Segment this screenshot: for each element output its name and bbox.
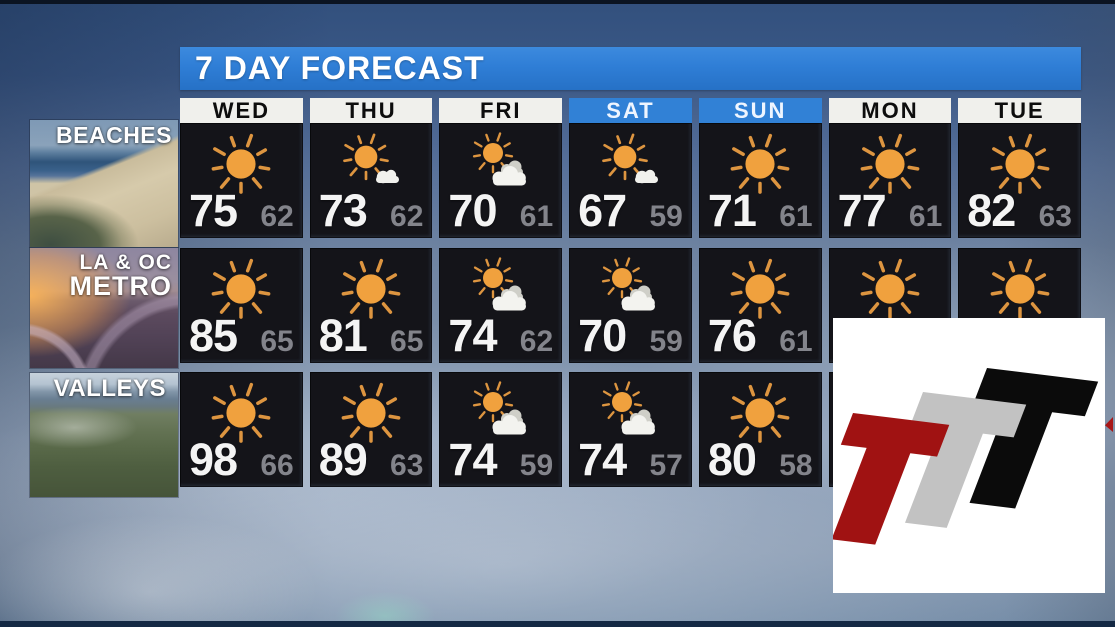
cell-valleys-fri: 74 59 <box>439 372 563 487</box>
sunny-icon <box>699 252 822 326</box>
high-temp: 82 <box>967 185 1016 236</box>
logo-t-red <box>833 413 950 545</box>
day-header-mon: MON <box>828 98 952 124</box>
cell-beaches-mon: 77 61 <box>828 123 952 238</box>
high-temp: 75 <box>189 185 238 236</box>
low-temp: 63 <box>1038 200 1072 233</box>
low-temp: 59 <box>649 325 683 358</box>
low-temp: 66 <box>260 449 294 482</box>
cell-metro-fri: 74 62 <box>439 248 563 363</box>
day-header-sun: SUN <box>698 98 822 124</box>
high-temp: 77 <box>837 185 887 236</box>
region-photo-metro: LA & OC METRO <box>30 248 178 368</box>
low-temp: 59 <box>649 200 683 233</box>
cell-beaches-sun: 71 61 <box>698 123 822 238</box>
cell-valleys-wed: 98 66 <box>180 372 303 487</box>
sunny-icon <box>958 127 1081 201</box>
partly-cloudy-icon <box>439 252 562 326</box>
high-temp: 67 <box>578 185 627 236</box>
region-label-beaches: BEACHES <box>56 122 172 148</box>
cell-metro-wed: 85 65 <box>180 248 303 363</box>
low-temp: 61 <box>519 200 554 233</box>
sunny-icon <box>958 252 1081 326</box>
low-temp: 61 <box>779 200 813 233</box>
region-label-valleys: VALLEYS <box>53 375 166 402</box>
low-temp: 65 <box>260 325 294 358</box>
cell-beaches-fri: 70 61 <box>439 123 563 238</box>
high-temp: 71 <box>707 185 757 236</box>
high-temp: 70 <box>578 310 627 361</box>
day-header-tue: TUE <box>958 98 1081 124</box>
bottom-border-strip <box>0 621 1115 627</box>
cell-metro-sun: 76 61 <box>698 248 822 363</box>
partly-cloudy-icon <box>569 376 692 450</box>
sunny-icon <box>699 127 822 201</box>
day-header-wed: WED <box>180 98 303 124</box>
cell-metro-sat: 70 59 <box>569 248 692 363</box>
region-photo-beaches: BEACHES <box>30 120 178 247</box>
day-header-sat: SAT <box>569 98 692 124</box>
low-temp: 61 <box>779 325 813 358</box>
region-photo-valleys: VALLEYS <box>30 373 178 497</box>
low-temp: 61 <box>908 200 943 233</box>
high-temp: 74 <box>448 310 497 361</box>
page-title: 7 DAY FORECAST <box>195 50 485 86</box>
sunny-icon <box>829 127 952 201</box>
low-temp: 58 <box>779 449 813 482</box>
region-label-metro: LA & OC METRO <box>34 252 172 301</box>
station-logo-box <box>833 318 1105 593</box>
high-temp: 80 <box>707 434 757 485</box>
high-temp: 98 <box>189 434 238 485</box>
cell-beaches-thu: 73 62 <box>309 123 433 238</box>
low-temp: 65 <box>390 325 424 358</box>
day-header-fri: FRI <box>439 98 563 124</box>
low-temp: 59 <box>519 449 554 482</box>
high-temp: 70 <box>448 185 497 236</box>
sunny-icon <box>310 252 433 326</box>
sunny-icon <box>180 376 303 450</box>
region-label-line: LA & OC <box>79 251 172 274</box>
triple-t-logo-icon <box>833 368 1099 545</box>
cell-metro-thu: 81 65 <box>309 248 433 363</box>
sunny-icon <box>310 376 433 450</box>
partly-cloudy-icon <box>439 376 562 450</box>
sunny-icon <box>180 127 303 201</box>
sunny-icon <box>829 252 952 326</box>
sunny-icon <box>699 376 822 450</box>
high-temp: 74 <box>448 434 497 485</box>
cell-valleys-sun: 80 58 <box>698 372 822 487</box>
high-temp: 89 <box>318 434 368 485</box>
logo-red-fragment <box>1105 417 1113 432</box>
sunny-icon <box>180 252 303 326</box>
high-temp: 85 <box>189 310 238 361</box>
day-header-thu: THU <box>309 98 433 124</box>
cell-valleys-thu: 89 63 <box>309 372 433 487</box>
partly-cloudy-icon <box>439 127 562 201</box>
high-temp: 76 <box>707 310 757 361</box>
low-temp: 62 <box>519 325 554 358</box>
low-temp: 57 <box>649 449 683 482</box>
cell-beaches-sat: 67 59 <box>569 123 692 238</box>
day-header-row: WED THU FRI SAT SUN MON TUE <box>180 98 1081 124</box>
cell-valleys-sat: 74 57 <box>569 372 692 487</box>
low-temp: 62 <box>260 200 294 233</box>
forecast-row-beaches: 75 62 73 62 70 61 67 59 71 61 77 61 82 63 <box>180 123 1081 238</box>
high-temp: 81 <box>318 310 368 361</box>
forecast-row-metro: 85 65 81 65 74 62 70 59 76 61 <box>180 248 1081 363</box>
low-temp: 62 <box>390 200 424 233</box>
cell-beaches-wed: 75 62 <box>180 123 303 238</box>
mostly-sunny-icon <box>569 127 692 201</box>
high-temp: 74 <box>578 434 627 485</box>
forecast-title-bar: 7 DAY FORECAST <box>180 47 1081 90</box>
high-temp: 73 <box>318 185 368 236</box>
mostly-sunny-icon <box>310 127 433 201</box>
region-label-line: METRO <box>69 271 172 302</box>
low-temp: 63 <box>390 449 424 482</box>
cell-beaches-tue: 82 63 <box>958 123 1081 238</box>
partly-cloudy-icon <box>569 252 692 326</box>
top-border-strip <box>0 0 1115 4</box>
